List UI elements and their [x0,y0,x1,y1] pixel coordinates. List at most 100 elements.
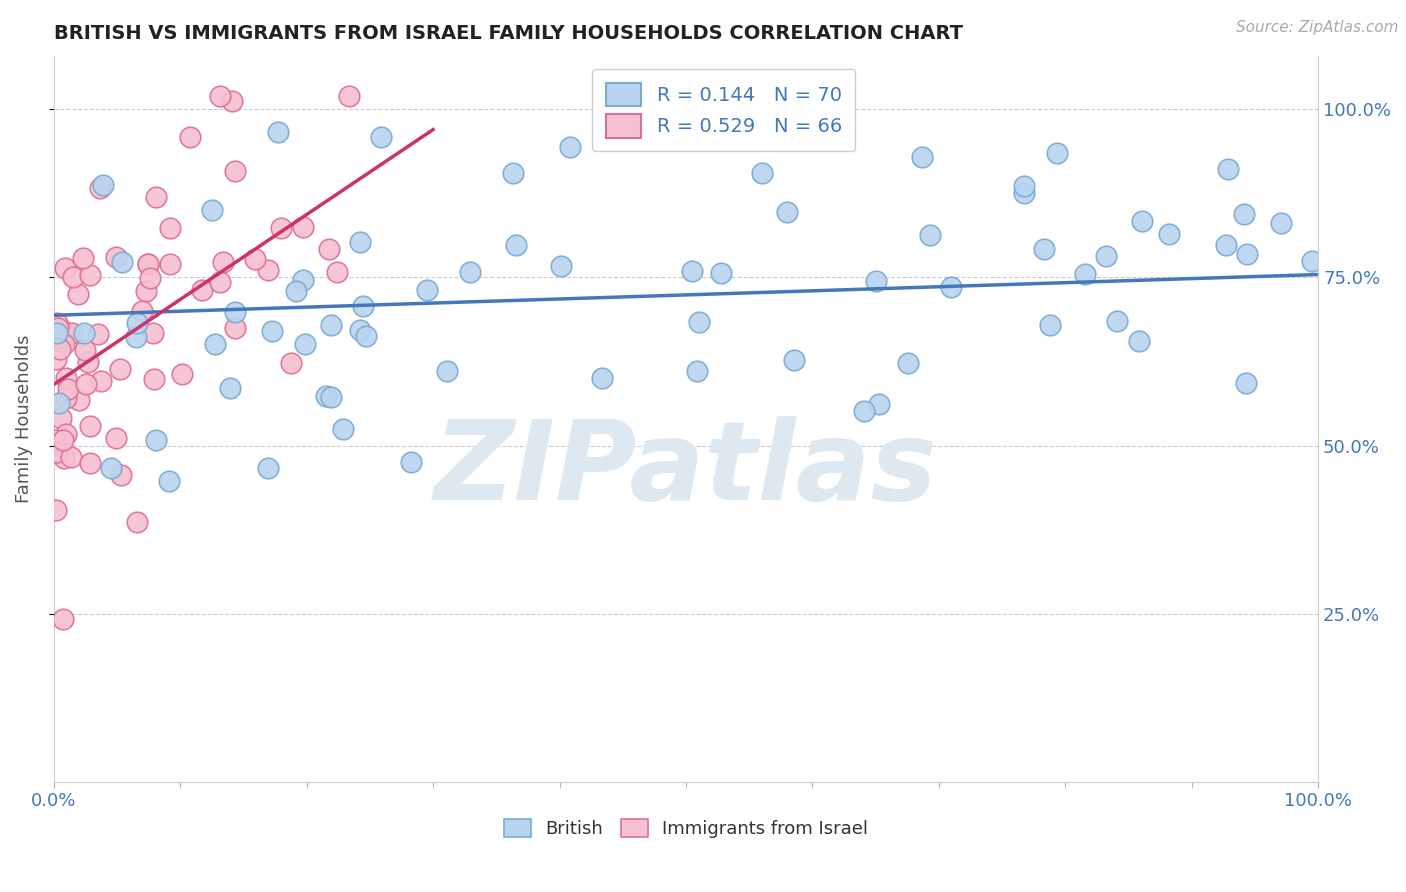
Point [751,165,773,179]
Point [1233,207,1256,221]
Point [145,433,167,447]
Point [1012,186,1035,200]
Point [868,397,890,411]
Point [852,404,875,418]
Point [257,461,280,475]
Point [108,362,131,376]
Point [352,300,374,314]
Point [56,382,79,396]
Text: ZIPatlas: ZIPatlas [434,416,938,523]
Point [315,389,337,403]
Point [292,220,315,235]
Point [224,164,246,178]
Point [55,426,77,441]
Point [172,368,194,382]
Point [131,303,153,318]
Point [79,457,101,471]
Point [550,260,572,274]
Point [1039,318,1062,332]
Point [46,445,69,459]
Point [209,276,232,290]
Point [502,165,524,179]
Point [219,381,242,395]
Point [67,393,90,408]
Point [243,252,266,267]
Point [53,451,76,466]
Point [46,316,69,330]
Point [157,474,180,488]
Point [79,268,101,282]
Point [124,330,146,344]
Point [143,372,166,386]
Point [354,328,377,343]
Point [159,220,181,235]
Point [100,461,122,475]
Point [44,433,66,447]
Point [318,243,340,257]
Point [44,443,66,458]
Point [688,315,710,329]
Text: BRITISH VS IMMIGRANTS FROM ISRAEL FAMILY HOUSEHOLDS CORRELATION CHART: BRITISH VS IMMIGRANTS FROM ISRAEL FAMILY… [53,24,963,43]
Point [79,419,101,434]
Point [1270,216,1292,230]
Point [52,324,75,338]
Point [127,316,149,330]
Text: Source: ZipAtlas.com: Source: ZipAtlas.com [1236,20,1399,35]
Point [49,342,72,356]
Point [89,181,111,195]
Point [267,125,290,139]
Point [458,265,481,279]
Point [201,202,224,217]
Point [865,274,887,288]
Point [86,326,108,341]
Point [436,364,458,378]
Point [204,337,226,351]
Point [591,371,613,385]
Point [48,395,70,409]
Point [135,285,157,299]
Point [911,151,934,165]
Point [897,356,920,370]
Point [111,255,134,269]
Point [45,352,67,367]
Point [1234,376,1257,391]
Point [416,283,439,297]
Point [221,94,243,108]
Point [941,280,963,294]
Point [776,205,799,219]
Point [159,257,181,271]
Point [110,467,132,482]
Point [105,431,128,445]
Point [685,364,707,378]
Y-axis label: Family Households: Family Households [15,334,32,503]
Point [1107,313,1129,327]
Point [294,336,316,351]
Point [349,235,371,249]
Point [75,376,97,391]
Point [349,323,371,337]
Point [77,355,100,369]
Point [139,270,162,285]
Point [224,321,246,335]
Point [60,450,83,464]
Point [53,260,76,275]
Point [1215,238,1237,252]
Point [72,252,94,266]
Point [399,454,422,468]
Point [681,264,703,278]
Point [145,190,167,204]
Point [62,270,84,285]
Point [1216,161,1239,176]
Point [55,371,77,385]
Point [270,220,292,235]
Point [1012,179,1035,194]
Point [136,257,159,271]
Point [212,255,235,269]
Point [46,326,69,340]
Point [60,326,83,340]
Point [179,129,201,144]
Point [1094,249,1116,263]
Point [710,266,733,280]
Point [321,318,343,333]
Point [1236,246,1258,260]
